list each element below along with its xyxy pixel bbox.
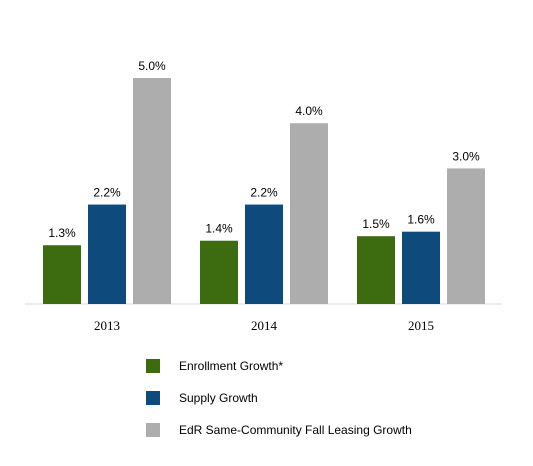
legend: Enrollment Growth* Supply Growth EdR Same-… xyxy=(146,359,412,437)
data-label-2015-series-2: 1.6% xyxy=(407,213,435,227)
bar-2015-series-2 xyxy=(402,231,440,304)
category-label-2013: 2013 xyxy=(94,318,120,333)
data-label-2013-series-2: 2.2% xyxy=(93,186,121,200)
category-label-2014: 2014 xyxy=(251,318,278,333)
data-label-2014-series-2: 2.2% xyxy=(250,186,278,200)
legend-swatch-series-1 xyxy=(146,359,160,373)
legend-label-series-1: Enrollment Growth* xyxy=(179,359,283,373)
legend-swatch-series-3 xyxy=(146,423,160,437)
bars-group xyxy=(43,78,485,304)
data-label-2014-series-3: 4.0% xyxy=(295,104,323,118)
data-label-2015-series-3: 3.0% xyxy=(452,149,480,163)
data-label-2015-series-1: 1.5% xyxy=(362,217,390,231)
legend-label-series-3: EdR Same-Community Fall Leasing Growth xyxy=(179,423,412,437)
category-labels-group: 2013 2014 2015 xyxy=(94,318,434,333)
bar-2014-series-3 xyxy=(290,123,328,304)
data-label-2013-series-3: 5.0% xyxy=(138,59,166,73)
bar-2013-series-1 xyxy=(43,245,81,304)
data-label-2014-series-1: 1.4% xyxy=(205,222,233,236)
bar-2013-series-3 xyxy=(133,78,171,304)
bar-2013-series-2 xyxy=(88,204,126,304)
category-label-2015: 2015 xyxy=(408,318,434,333)
legend-swatch-series-2 xyxy=(146,391,160,405)
data-label-2013-series-1: 1.3% xyxy=(48,226,76,240)
bar-2015-series-3 xyxy=(447,168,485,304)
bar-2014-series-2 xyxy=(245,204,283,304)
legend-label-series-2: Supply Growth xyxy=(179,391,258,405)
bar-2015-series-1 xyxy=(357,236,395,304)
value-labels-group: 1.3% 2.2% 5.0% 1.4% 2.2% 4.0% 1.5% 1.6% 3.0% xyxy=(48,59,480,240)
bar-2014-series-1 xyxy=(200,240,238,304)
